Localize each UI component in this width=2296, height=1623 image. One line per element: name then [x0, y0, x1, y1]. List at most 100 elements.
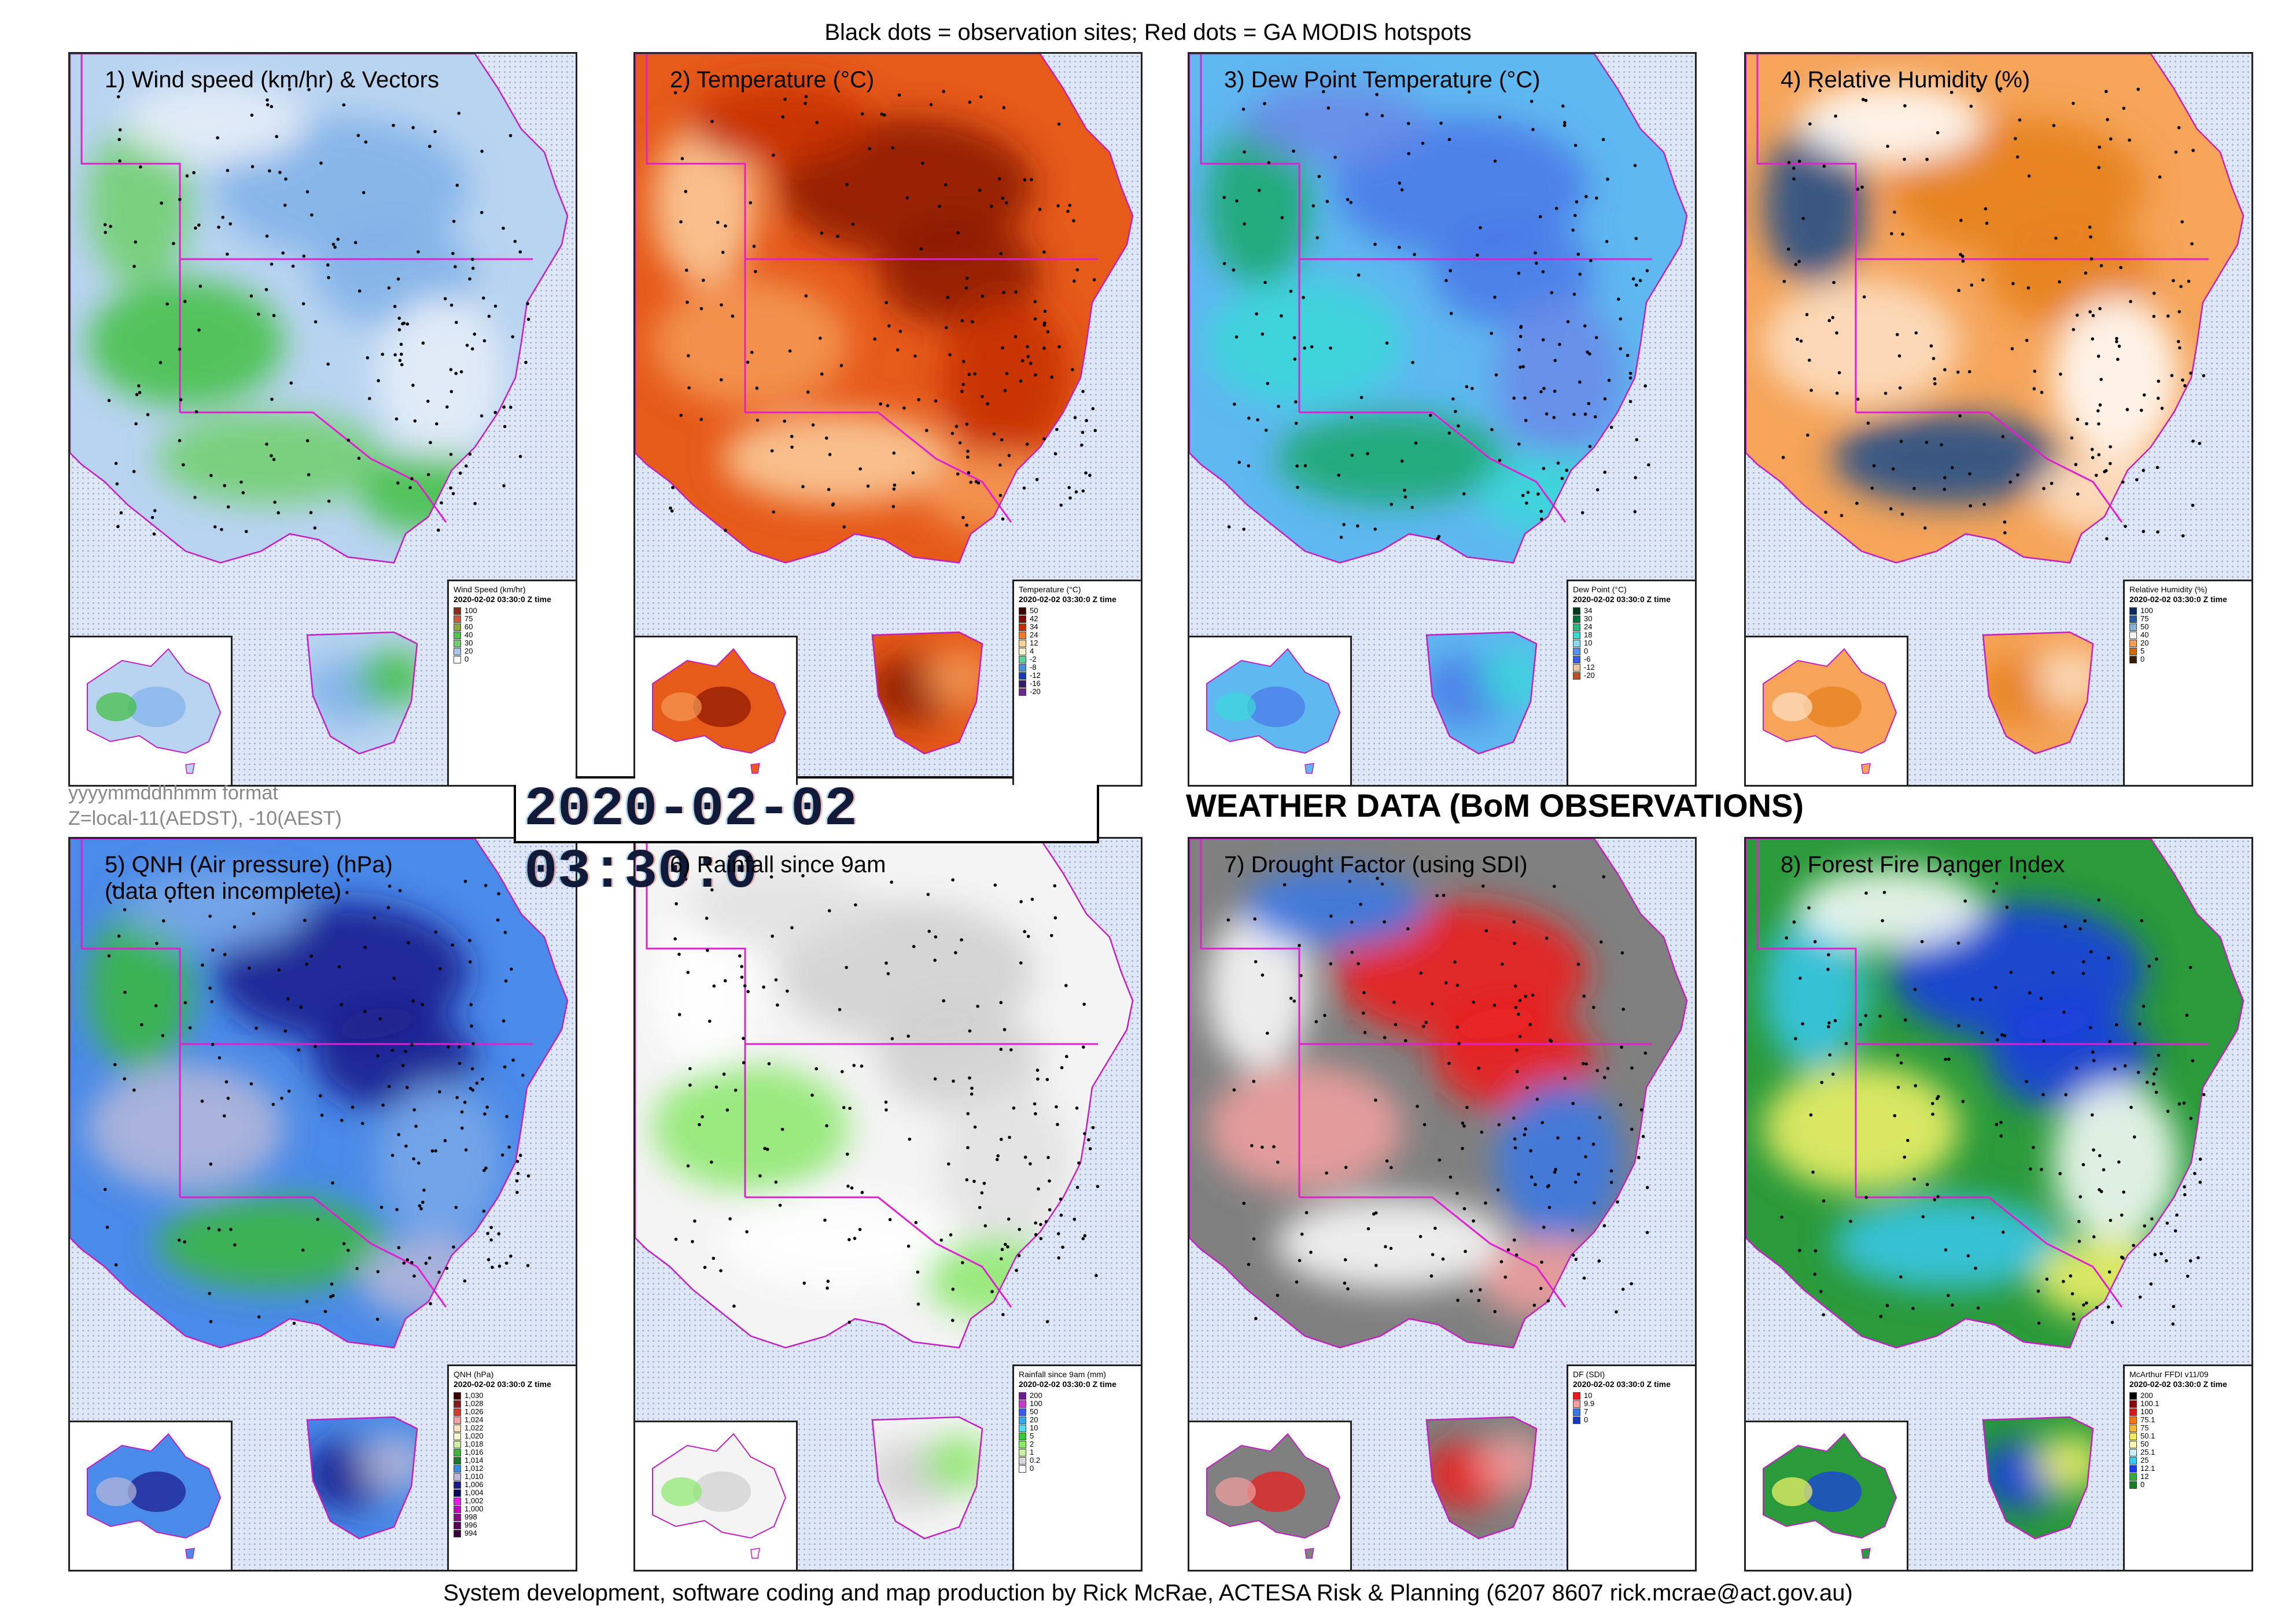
- legend-row: 12: [1019, 639, 1136, 647]
- legend-swatch: [1573, 1392, 1580, 1400]
- legend: QNH (hPa) 2020-02-02 03:30:0 Z time 1,030 1…: [447, 1364, 576, 1570]
- australia-inset-map: [1746, 636, 1908, 785]
- legend-swatch: [1573, 623, 1580, 631]
- legend-label: 1,020: [465, 1432, 484, 1440]
- legend-swatch: [1019, 1456, 1026, 1465]
- legend-swatch: [1573, 607, 1580, 615]
- legend: Dew Point (°C) 2020-02-02 03:30:0 Z time 3…: [1567, 580, 1695, 785]
- legend-swatch: [454, 1465, 461, 1473]
- legend-swatch: [454, 631, 461, 639]
- legend-row: 60: [454, 623, 571, 631]
- legend-swatch: [454, 1424, 461, 1432]
- map-panel-3: 3) Dew Point Temperature (°C) Dew Point (…: [1188, 52, 1697, 787]
- legend-swatch: [1019, 672, 1026, 680]
- legend-label: -12: [1030, 671, 1041, 680]
- legend-swatch: [1573, 663, 1580, 672]
- legend-row: -12: [1019, 672, 1136, 680]
- legend-date: 2020-02-02 03:30:0 Z time: [1019, 1379, 1116, 1389]
- legend-row: 4: [1019, 647, 1136, 655]
- legend-row: -6: [1573, 655, 1690, 663]
- legend-row: 0: [2129, 1481, 2247, 1489]
- legend-row: 50: [1019, 607, 1136, 615]
- legend-swatch: [2129, 1432, 2137, 1440]
- legend-label: 0: [2140, 1480, 2145, 1489]
- legend-swatch: [454, 639, 461, 647]
- legend-swatch: [1019, 647, 1026, 655]
- legend-swatch: [2129, 631, 2137, 639]
- panel-title: 4) Relative Humidity (%): [1781, 67, 2030, 93]
- legend-label: 40: [465, 630, 473, 639]
- legend-label: 200: [1030, 1391, 1042, 1400]
- legend-label: 1,000: [465, 1504, 484, 1513]
- legend-row: 34: [1019, 623, 1136, 631]
- map-panel-8: 8) Forest Fire Danger Index McArthur FFDI…: [1744, 837, 2253, 1572]
- legend-label: 50: [1030, 606, 1038, 615]
- legend-row: 100: [454, 607, 571, 615]
- legend-swatch: [454, 1432, 461, 1440]
- legend-label: 100: [1030, 1399, 1042, 1408]
- legend-date: 2020-02-02 03:30:0 Z time: [2129, 1379, 2227, 1389]
- legend-label: 1,004: [465, 1488, 484, 1497]
- legend-title: QNH (hPa): [454, 1370, 494, 1379]
- legend-row: 0: [2129, 655, 2247, 663]
- legend-row: -16: [1019, 680, 1136, 688]
- legend-swatch: [1019, 615, 1026, 623]
- legend-swatch: [454, 655, 461, 663]
- legend-row: 20: [1019, 1416, 1136, 1424]
- legend-swatch: [2129, 615, 2137, 623]
- legend-title: Wind Speed (km/hr): [454, 585, 526, 594]
- legend-label: -12: [1584, 663, 1595, 672]
- legend-label: 34: [1584, 606, 1593, 615]
- legend-swatch: [454, 1416, 461, 1424]
- legend-swatch: [2129, 607, 2137, 615]
- legend-label: 0: [1584, 647, 1589, 655]
- legend-swatch: [1019, 1448, 1026, 1456]
- legend-swatch: [2129, 1456, 2137, 1465]
- legend-label: 7: [1584, 1407, 1589, 1416]
- legend-swatch: [2129, 1424, 2137, 1432]
- legend-swatch: [2129, 1400, 2137, 1408]
- legend-label: 200: [2140, 1391, 2153, 1400]
- legend-title: McArthur FFDI v11/09: [2129, 1370, 2209, 1379]
- observation-sites: [103, 87, 530, 536]
- legend-label: 5: [1030, 1432, 1034, 1440]
- legend-label: 1,014: [465, 1456, 484, 1465]
- legend-row: 100: [1019, 1400, 1136, 1408]
- legend-swatch: [2129, 1416, 2137, 1424]
- legend-row: 7: [1573, 1408, 1690, 1416]
- legend-label: 42: [1030, 614, 1038, 623]
- legend-swatch: [2129, 647, 2137, 655]
- observation-sites: [1226, 875, 1649, 1320]
- legend-row: 1: [1019, 1448, 1136, 1456]
- legend-label: 18: [1584, 630, 1593, 639]
- legend-swatch: [1573, 647, 1580, 655]
- legend-row: 0: [1019, 1465, 1136, 1473]
- legend-label: 1,022: [465, 1423, 484, 1432]
- legend-label: 0: [465, 655, 469, 663]
- legend-label: 75: [2140, 614, 2149, 623]
- legend-row: 12: [2129, 1473, 2247, 1481]
- legend: Relative Humidity (%) 2020-02-02 03:30:0 …: [2123, 580, 2251, 785]
- legend-date: 2020-02-02 03:30:0 Z time: [1573, 595, 1671, 604]
- legend-label: 20: [1030, 1415, 1038, 1424]
- legend-row: 42: [1019, 615, 1136, 623]
- legend-label: 1,006: [465, 1480, 484, 1489]
- legend-row: 50: [1019, 1408, 1136, 1416]
- legend-row: 18: [1573, 631, 1690, 639]
- main-title: WEATHER DATA (BoM OBSERVATIONS): [1186, 787, 1804, 824]
- legend-swatch: [454, 1440, 461, 1448]
- legend-row: 50: [2129, 1440, 2247, 1448]
- legend-swatch: [1019, 1465, 1026, 1473]
- legend-row: 0: [1573, 1416, 1690, 1424]
- legend-row: -12: [1573, 663, 1690, 672]
- legend-label: 1,018: [465, 1440, 484, 1448]
- legend-row: 34: [1573, 607, 1690, 615]
- legend-row: 1,014: [454, 1456, 571, 1465]
- legend-row: 1,016: [454, 1448, 571, 1456]
- legend-label: -6: [1584, 655, 1591, 663]
- legend-label: 1,002: [465, 1496, 484, 1505]
- legend-row: 75: [454, 615, 571, 623]
- legend-row: 75: [2129, 615, 2247, 623]
- legend-label: 20: [2140, 639, 2149, 647]
- australia-inset-map: [1746, 1421, 1908, 1570]
